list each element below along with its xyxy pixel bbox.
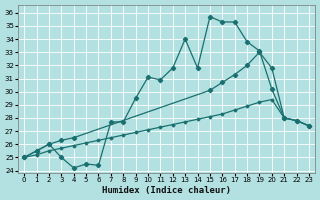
X-axis label: Humidex (Indice chaleur): Humidex (Indice chaleur) — [102, 186, 231, 195]
